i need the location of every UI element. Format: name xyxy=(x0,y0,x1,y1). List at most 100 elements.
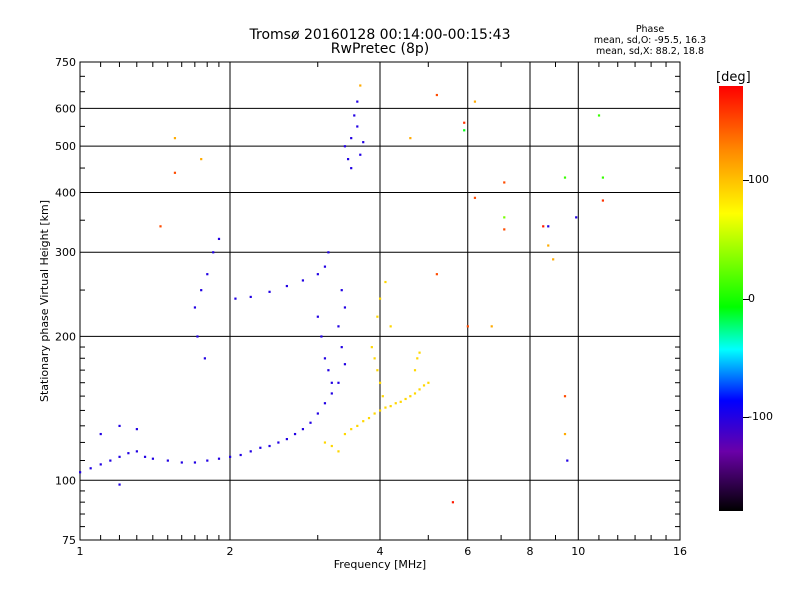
o-mode-point xyxy=(340,346,343,349)
scatter-point xyxy=(473,100,477,103)
scatter-point xyxy=(451,501,455,504)
o-mode-point xyxy=(330,392,333,395)
o-mode-point xyxy=(356,100,359,103)
scatter-point xyxy=(463,121,466,124)
x-mode-point xyxy=(323,441,327,444)
scatter-point xyxy=(597,114,601,117)
o-mode-point xyxy=(346,158,350,161)
x-mode-point xyxy=(389,405,392,408)
scatter-point xyxy=(463,129,466,132)
scatter-point xyxy=(563,176,567,179)
y-tick-label: 600 xyxy=(55,102,76,115)
x-mode-point xyxy=(422,384,426,387)
o-mode-point xyxy=(118,455,121,458)
scatter-point xyxy=(490,325,493,328)
x-tick-label: 16 xyxy=(673,545,687,558)
y-tick-label: 100 xyxy=(55,474,76,487)
colorbar-tick-label: 0 xyxy=(748,291,755,305)
axis-ticks: 1 2 4 6 8 10 16 75 100 200 300 400 500 600 750 xyxy=(55,56,687,558)
o-mode-point xyxy=(301,428,305,431)
x-tick-label: 2 xyxy=(227,545,234,558)
scatter-point xyxy=(575,216,578,219)
scatter-point xyxy=(547,225,550,228)
scatter-point xyxy=(473,196,477,199)
scatter-point xyxy=(466,325,469,328)
o-mode-point xyxy=(362,141,365,144)
x-tick-label: 6 xyxy=(464,545,471,558)
x-mode-point xyxy=(413,369,417,372)
o-mode-point xyxy=(309,421,312,424)
o-mode-point xyxy=(193,306,197,309)
x-mode-point xyxy=(389,325,392,328)
o-mode-point xyxy=(327,369,330,372)
o-mode-point xyxy=(99,463,102,466)
y-tick-label: 200 xyxy=(55,330,76,343)
x-mode-point xyxy=(379,409,382,412)
scatter-point xyxy=(563,432,567,436)
x-mode-point xyxy=(418,351,421,354)
o-mode-point xyxy=(323,265,327,268)
o-mode-point xyxy=(293,432,297,436)
scatter-point xyxy=(552,258,555,261)
x-mode-point xyxy=(418,388,421,391)
scatter-point xyxy=(359,84,362,87)
o-mode-point xyxy=(268,444,271,448)
o-mode-point xyxy=(180,461,183,464)
o-mode-point xyxy=(203,357,206,360)
scatter-point xyxy=(409,137,412,140)
colorbar-tick xyxy=(743,180,749,182)
y-tick-label: 750 xyxy=(55,56,76,69)
o-mode-point xyxy=(316,315,319,318)
x-mode-point xyxy=(427,381,430,384)
o-mode-point xyxy=(316,412,319,415)
o-mode-point xyxy=(229,455,232,458)
scatter-point xyxy=(200,158,203,161)
y-tick-label: 75 xyxy=(62,534,76,547)
o-mode-point xyxy=(337,325,340,328)
x-mode-point xyxy=(343,432,347,436)
colorbar-tick-label: 100 xyxy=(748,173,769,187)
o-mode-point xyxy=(301,279,305,282)
o-mode-point xyxy=(343,145,347,148)
x-mode-point xyxy=(384,406,387,409)
o-mode-point xyxy=(323,357,327,360)
scatter-point xyxy=(435,273,438,276)
grid-lines xyxy=(79,61,681,541)
phase-stats-title: Phase xyxy=(635,24,665,35)
o-mode-point xyxy=(206,273,209,276)
o-mode-point xyxy=(234,297,237,300)
y-tick-label: 300 xyxy=(55,246,76,259)
o-mode-point xyxy=(200,289,203,292)
scatter-point xyxy=(173,137,177,140)
x-mode-point xyxy=(373,357,376,360)
colorbar-tick xyxy=(743,416,749,418)
o-mode-point xyxy=(340,289,343,292)
o-mode-point xyxy=(166,459,169,462)
x-mode-point xyxy=(370,346,373,349)
x-mode-point xyxy=(379,297,382,300)
o-mode-point xyxy=(356,125,359,128)
o-mode-point xyxy=(239,453,242,457)
o-mode-point xyxy=(89,467,92,470)
x-tick-label: 4 xyxy=(377,545,384,558)
o-mode-point xyxy=(118,424,121,428)
o-mode-point xyxy=(323,402,327,405)
o-mode-point xyxy=(343,306,347,309)
o-mode-point xyxy=(206,459,209,462)
o-mode-point xyxy=(337,381,340,384)
o-mode-point xyxy=(343,363,347,366)
o-mode-point xyxy=(217,237,221,241)
scatter-point xyxy=(435,93,438,97)
o-mode-point xyxy=(350,137,353,140)
x-mode-point xyxy=(376,369,379,372)
x-mode-point xyxy=(384,280,387,284)
x-mode-point xyxy=(330,444,333,448)
scatter-point xyxy=(503,228,506,231)
o-mode-point xyxy=(249,450,252,453)
x-tick-label: 1 xyxy=(77,545,84,558)
x-mode-point xyxy=(350,428,353,431)
o-mode-point xyxy=(316,273,319,276)
o-mode-point xyxy=(99,432,102,436)
x-mode-point xyxy=(409,395,412,398)
x-mode-point xyxy=(413,392,417,395)
